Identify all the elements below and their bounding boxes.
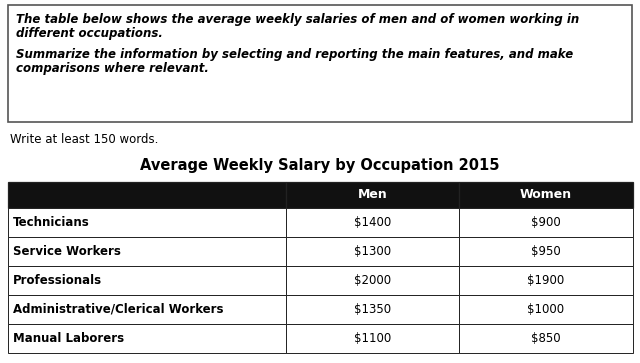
Bar [8, 182, 285, 208]
Text: Summarize the information by selecting and reporting the main features, and make: Summarize the information by selecting a… [16, 48, 573, 61]
Text: Administrative/Clerical Workers: Administrative/Clerical Workers [13, 303, 223, 316]
Text: The table below shows the average weekly salaries of men and of women working in: The table below shows the average weekly… [16, 13, 579, 26]
Bar [8, 237, 285, 266]
Bar [285, 266, 459, 295]
Text: $1300: $1300 [354, 245, 391, 258]
Bar [459, 182, 632, 208]
Bar [285, 208, 459, 237]
Text: different occupations.: different occupations. [16, 26, 163, 40]
Text: $900: $900 [531, 216, 561, 229]
Bar [459, 208, 632, 237]
Bar [8, 324, 285, 353]
Text: Manual Laborers: Manual Laborers [13, 332, 124, 345]
Bar [8, 295, 285, 324]
Bar [459, 266, 632, 295]
Bar [285, 182, 459, 208]
Bar [285, 295, 459, 324]
Bar [8, 5, 632, 122]
Text: comparisons where relevant.: comparisons where relevant. [16, 62, 209, 75]
Bar [459, 324, 632, 353]
Text: $1100: $1100 [354, 332, 391, 345]
Bar [8, 266, 285, 295]
Text: Technicians: Technicians [13, 216, 90, 229]
Text: Service Workers: Service Workers [13, 245, 121, 258]
Text: $2000: $2000 [354, 274, 391, 287]
Text: $850: $850 [531, 332, 561, 345]
Text: $1000: $1000 [527, 303, 564, 316]
Text: Men: Men [358, 188, 387, 201]
Bar [285, 237, 459, 266]
Text: Women: Women [520, 188, 572, 201]
Bar [285, 324, 459, 353]
Text: $950: $950 [531, 245, 561, 258]
Text: Professionals: Professionals [13, 274, 102, 287]
Bar [8, 208, 285, 237]
Text: $1400: $1400 [354, 216, 391, 229]
Bar [459, 237, 632, 266]
Text: $1900: $1900 [527, 274, 564, 287]
Bar [459, 295, 632, 324]
Text: Write at least 150 words.: Write at least 150 words. [10, 133, 158, 146]
Text: $1350: $1350 [354, 303, 391, 316]
Text: Average Weekly Salary by Occupation 2015: Average Weekly Salary by Occupation 2015 [140, 158, 500, 173]
